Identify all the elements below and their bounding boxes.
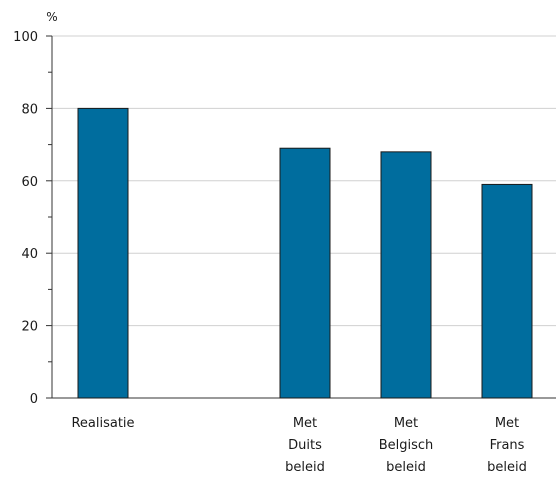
x-category-label-line: beleid [386,460,426,475]
x-axis-labels: Realisatie Met Duits beleid Met Belgisch belei… [71,416,526,475]
x-category-label: Met Frans beleid [487,416,527,475]
y-tick-label: 40 [21,247,38,262]
y-axis: 0 20 40 60 80 100 [13,30,556,407]
x-category-label: Realisatie [71,416,134,431]
x-category-label: Met Duits beleid [285,416,325,475]
x-category-label-line: Frans [490,438,525,453]
x-category-label-line: Met [394,416,418,431]
x-category-label: Met Belgisch beleid [379,416,434,475]
x-category-label-line: Met [495,416,519,431]
x-category-label-line: Met [293,416,317,431]
x-category-label-line: Duits [288,438,322,453]
x-category-label-line: beleid [487,460,527,475]
bars [77,107,533,399]
x-category-label-line: Belgisch [379,438,434,453]
y-tick-label: 100 [13,30,38,45]
y-tick-label: 20 [21,320,38,335]
bar [279,147,331,399]
y-unit-label: % [46,10,57,24]
y-tick-label: 0 [30,392,38,407]
x-category-label-line: Realisatie [71,416,134,431]
y-tick-label: 60 [21,175,38,190]
y-tick-label: 80 [21,102,38,117]
bar [380,151,432,399]
x-category-label-line: beleid [285,460,325,475]
bar [77,107,129,399]
bar [481,183,533,399]
